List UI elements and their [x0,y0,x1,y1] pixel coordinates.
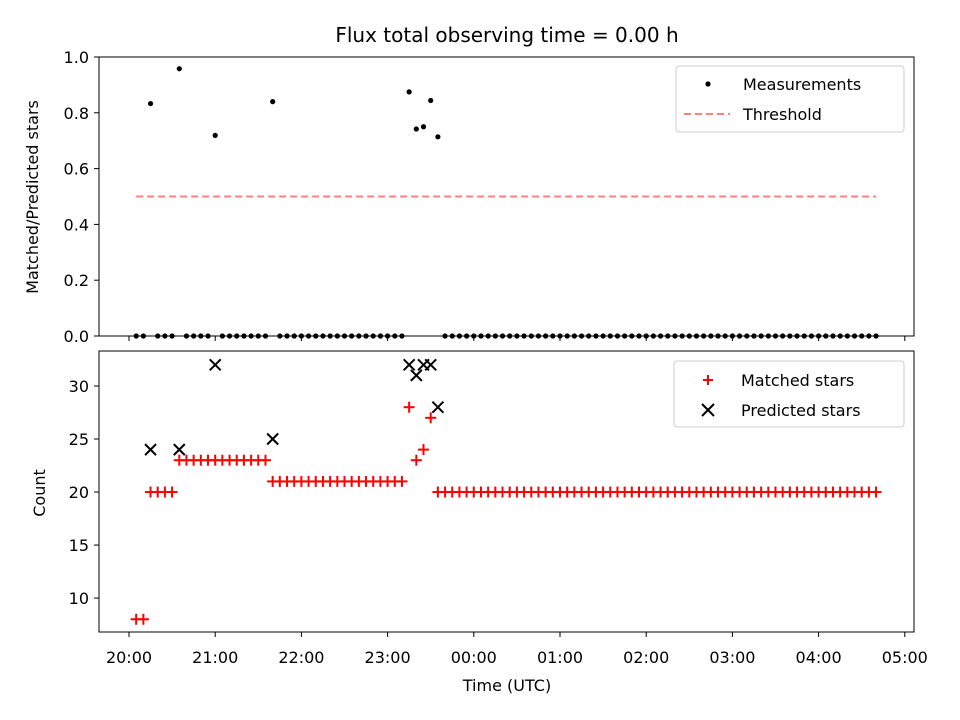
bottom-y-axis: 10 15 20 25 30 [69,377,99,608]
matched-star-point [425,412,437,424]
top-y-axis-label: Matched/Predicted stars [23,100,42,294]
measurement-point [420,124,427,130]
measurement-point [435,134,441,140]
predicted-star-point [173,443,186,456]
x-tick-label: 20:00 [106,648,152,667]
top-legend-box [675,65,905,133]
x-tick-label: 23:00 [365,648,411,667]
matched-star-point [403,401,415,413]
predicted-star-point [402,358,416,371]
x-tick-label: 04:00 [796,648,842,667]
x-tick-label: 21:00 [192,648,238,667]
top-y-tick-label: 0.0 [64,327,89,346]
top-y-axis: 0.0 0.2 0.4 0.6 0.8 1.0 [64,48,99,346]
bottom-axes-frame [98,350,915,633]
measurement-point [406,89,412,95]
bottom-panel: 10 15 20 25 30 20:00 21:00 22:00 23:00 00:00 01:0… [30,350,928,695]
x-tick-label: 02:00 [623,648,669,667]
x-tick-label: 01:00 [537,648,583,667]
bottom-y-tick-label: 15 [69,536,89,555]
bottom-y-tick-label: 10 [69,589,89,608]
measurement-point [176,66,182,72]
legend-label-predicted-stars: Predicted stars [741,401,861,420]
measurement-point [147,100,154,107]
predicted-star-point [431,400,445,414]
top-y-tick-label: 0.4 [64,215,89,234]
bottom-y-tick-label: 20 [69,483,89,502]
matched-star-point [418,444,430,456]
legend-label-measurements: Measurements [743,75,861,94]
bottom-plot-area [130,358,882,625]
legend-marker-measurements [705,81,711,87]
predicted-star-point [266,432,279,446]
bottom-legend: Matched stars Predicted stars [673,360,905,428]
legend-label-matched-stars: Matched stars [741,371,854,390]
legend-marker-predicted-stars [701,403,715,417]
measurement-point [270,99,276,105]
legend-label-threshold: Threshold [742,105,822,124]
top-y-tick-label: 0.2 [64,271,89,290]
top-y-tick-label: 0.6 [64,160,89,179]
top-panel: 0.0 0.2 0.4 0.6 0.8 1.0 Matched/Predicted sta… [23,48,915,346]
x-tick-label: 03:00 [709,648,755,667]
top-y-tick-label: 1.0 [64,48,89,67]
top-x-ticks [128,336,906,341]
matched-star-point [396,475,408,487]
predicted-star-point [208,358,222,371]
x-tick-label: 22:00 [278,648,324,667]
matched-star-point [166,486,178,498]
legend-marker-matched-stars [703,375,713,385]
predicted-star-point [410,369,423,382]
chart-title: Flux total observing time = 0.00 h [335,23,678,47]
measurement-point [428,97,434,104]
x-axis-label: Time (UTC) [462,676,551,695]
bottom-x-axis: 20:00 21:00 22:00 23:00 00:00 01:00 02:00 03:00… [106,632,928,667]
predicted-star-point [424,358,437,371]
bottom-y-axis-label: Count [30,469,49,517]
measurement-point [413,126,419,132]
bottom-legend-box [673,360,905,428]
x-tick-label: 00:00 [451,648,497,667]
matched-star-point [259,454,271,466]
top-legend: Measurements Threshold [675,65,905,133]
bottom-y-tick-label: 30 [69,377,89,396]
predicted-star-point [144,443,157,456]
top-axes-frame [98,56,915,337]
matched-star-point [410,454,422,466]
top-y-tick-label: 0.8 [64,104,89,123]
matched-star-point [870,486,882,498]
measurement-point [212,132,218,138]
x-tick-label: 05:00 [882,648,928,667]
bottom-y-tick-label: 25 [69,430,89,449]
matched-star-point [137,613,149,625]
